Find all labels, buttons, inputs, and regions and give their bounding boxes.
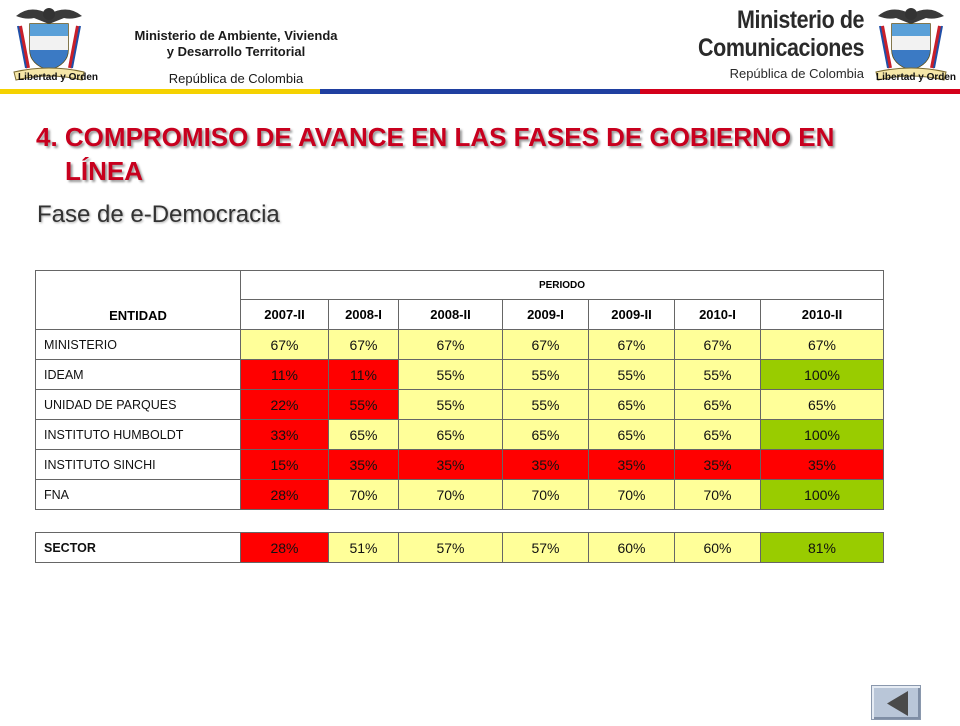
table-body: MINISTERIO 67% 67% 67% 67% 67% 67% 67% IDEAM 11% 1… <box>35 329 884 563</box>
percent-cell: 11% <box>240 359 329 390</box>
table-row: MINISTERIO 67% 67% 67% 67% 67% 67% 67% <box>35 329 884 360</box>
percent-cell: 55% <box>588 359 675 390</box>
percent-cell: 55% <box>328 389 399 420</box>
entity-name-cell: INSTITUTO SINCHI <box>35 449 241 480</box>
percent-cell: 70% <box>502 479 589 510</box>
percent-cell: 81% <box>760 532 884 563</box>
ministry-environment-header: Ministerio de Ambiente, Vivienda y Desar… <box>96 28 376 86</box>
period-header-2009-i: 2009-I <box>502 299 589 330</box>
table-row: IDEAM 11% 11% 55% 55% 55% 55% 100% <box>35 359 884 390</box>
percent-cell: 35% <box>398 449 503 480</box>
slide-title-line1: 4. COMPROMISO DE AVANCE EN LAS FASES DE … <box>36 122 835 152</box>
percent-cell: 55% <box>398 359 503 390</box>
entity-name-cell: FNA <box>35 479 241 510</box>
header-right-line2: Comunicaciones <box>697 34 864 62</box>
percent-cell: 57% <box>502 532 589 563</box>
percent-cell: 70% <box>674 479 761 510</box>
header-left-line1: Ministerio de Ambiente, Vivienda <box>134 28 338 43</box>
table-row: INSTITUTO HUMBOLDT 33% 65% 65% 65% 65% 65% 100% <box>35 419 884 450</box>
slide-title: 4. COMPROMISO DE AVANCE EN LAS FASES DE … <box>36 120 916 188</box>
percent-cell: 28% <box>240 532 329 563</box>
percent-cell: 65% <box>398 419 503 450</box>
table-row: INSTITUTO SINCHI 15% 35% 35% 35% 35% 35% 35% <box>35 449 884 480</box>
percent-cell: 67% <box>328 329 399 360</box>
percent-cell: 15% <box>240 449 329 480</box>
percent-cell: 70% <box>328 479 399 510</box>
percent-cell: 65% <box>588 419 675 450</box>
period-header-2008-i: 2008-I <box>328 299 399 330</box>
percent-cell: 100% <box>760 359 884 390</box>
percent-cell: 35% <box>502 449 589 480</box>
percent-cell: 57% <box>398 532 503 563</box>
entity-column-header: ENTIDAD <box>35 270 241 330</box>
period-header-2010-i: 2010-I <box>674 299 761 330</box>
period-header-2008-ii: 2008-II <box>398 299 503 330</box>
previous-slide-button[interactable] <box>871 685 921 720</box>
percent-cell: 65% <box>588 389 675 420</box>
percent-cell: 55% <box>398 389 503 420</box>
percent-cell: 33% <box>240 419 329 450</box>
percent-cell: 60% <box>588 532 675 563</box>
spacer-cell <box>35 509 884 533</box>
percent-cell: 51% <box>328 532 399 563</box>
entity-name-cell: UNIDAD DE PARQUES <box>35 389 241 420</box>
percent-cell: 67% <box>398 329 503 360</box>
period-group-header: PERIODO <box>240 270 884 300</box>
header-right-line3: República de Colombia <box>729 66 864 81</box>
slide-title-line2: LÍNEA <box>65 156 143 186</box>
seal-left-caption: Libertad y Orden <box>18 72 99 83</box>
percent-cell: 11% <box>328 359 399 390</box>
percent-cell: 67% <box>674 329 761 360</box>
percent-cell: 35% <box>674 449 761 480</box>
ministry-communications-header: Ministerio de Comunicaciones República d… <box>671 6 864 81</box>
flag-color-band <box>0 89 960 94</box>
entity-name-cell: IDEAM <box>35 359 241 390</box>
band-yellow <box>0 89 320 94</box>
percent-cell: 67% <box>240 329 329 360</box>
table-row: FNA 28% 70% 70% 70% 70% 70% 100% <box>35 479 884 510</box>
percent-cell: 35% <box>588 449 675 480</box>
percent-cell: 65% <box>502 419 589 450</box>
percent-cell: 22% <box>240 389 329 420</box>
percent-cell: 100% <box>760 479 884 510</box>
percent-cell: 70% <box>398 479 503 510</box>
table-row: UNIDAD DE PARQUES 22% 55% 55% 55% 65% 65% 65% <box>35 389 884 420</box>
colombia-coat-of-arms-right <box>875 8 947 81</box>
percent-cell: 65% <box>328 419 399 450</box>
entity-name-cell: INSTITUTO HUMBOLDT <box>35 419 241 450</box>
period-header-2007-ii: 2007-II <box>240 299 329 330</box>
percent-cell: 65% <box>760 389 884 420</box>
entity-name-cell: MINISTERIO <box>35 329 241 360</box>
percent-cell: 55% <box>674 359 761 390</box>
period-header-2010-ii: 2010-II <box>760 299 884 330</box>
band-blue <box>320 89 640 94</box>
percent-cell: 100% <box>760 419 884 450</box>
percent-cell: 67% <box>502 329 589 360</box>
percent-cell: 55% <box>502 389 589 420</box>
percent-cell: 70% <box>588 479 675 510</box>
percent-cell: 55% <box>502 359 589 390</box>
percent-cell: 35% <box>328 449 399 480</box>
percent-cell: 60% <box>674 532 761 563</box>
seal-right-caption: Libertad y Orden <box>876 72 957 83</box>
slide-subtitle: Fase de e-Democracia <box>37 201 280 228</box>
previous-slide-triangle-icon <box>887 691 908 716</box>
header-left-line2: y Desarrollo Territorial <box>166 44 306 59</box>
header-right-line1: Ministerio de <box>736 6 864 34</box>
percent-cell: 65% <box>674 389 761 420</box>
entity-name-cell: SECTOR <box>35 532 241 563</box>
header-left-line3: República de Colombia <box>168 71 304 86</box>
band-red <box>640 89 960 94</box>
percent-cell: 28% <box>240 479 329 510</box>
progress-table: ENTIDAD PERIODO 2007-II 2008-I 2008-II 2009… <box>35 270 884 563</box>
period-header-2009-ii: 2009-II <box>588 299 675 330</box>
colombia-coat-of-arms-left <box>13 8 85 81</box>
percent-cell: 67% <box>760 329 884 360</box>
percent-cell: 67% <box>588 329 675 360</box>
table-spacer-row <box>35 509 884 533</box>
percent-cell: 35% <box>760 449 884 480</box>
percent-cell: 65% <box>674 419 761 450</box>
sector-row: SECTOR 28% 51% 57% 57% 60% 60% 81% <box>35 532 884 563</box>
